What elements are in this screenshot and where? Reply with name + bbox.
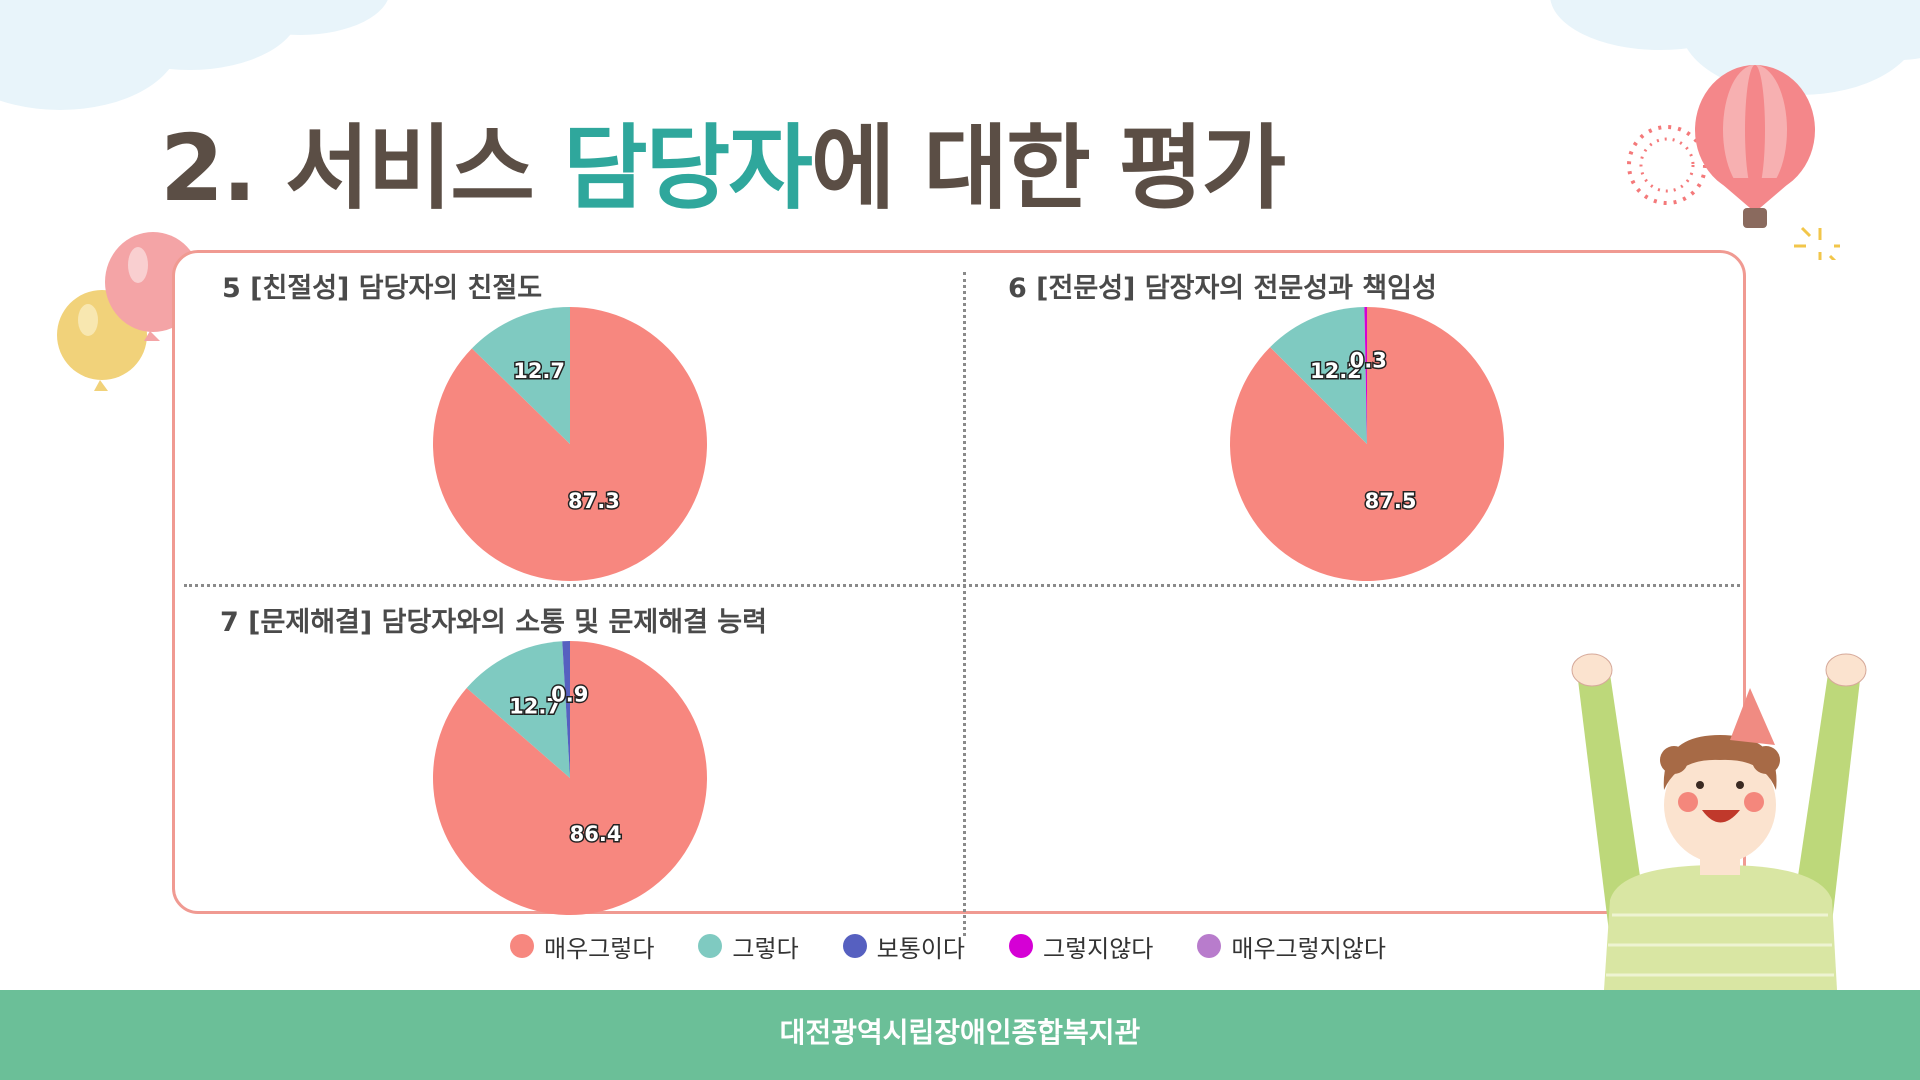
footer-bar (0, 990, 1920, 1080)
pie-data-label: 87.5 (1365, 489, 1417, 513)
pie-data-label: 87.3 (568, 489, 620, 513)
cloud-top-left-decoration (0, 0, 388, 110)
chart-title-3: 7 [문제해결] 담당자와의 소통 및 문제해결 능력 (220, 607, 767, 638)
chart-title-2: 6 [전문성] 담장자의 전문성과 책임성 (1008, 273, 1437, 304)
page-title: 2. 서비스 담당자에 대한 평가 (160, 115, 1286, 222)
balloons-decoration (57, 232, 201, 391)
pie-data-label: 0.9 (551, 683, 588, 707)
pie-chart-3: 86.4 12.70.9 (433, 641, 707, 915)
hot-air-balloon-decoration (1627, 65, 1840, 260)
legend-item-4: 매우그렇지않다 (1197, 929, 1386, 964)
pie-slice-보통이다 (562, 641, 570, 778)
chart-legend: 매우그렇다 그렇다 보통이다 그렇지않다 매우그렇지않다 (510, 928, 1386, 964)
chart-panel (172, 250, 1746, 914)
pie-slice-그렇다 (1270, 307, 1367, 444)
legend-swatch (1197, 934, 1222, 958)
legend-swatch (510, 934, 534, 958)
legend-label: 매우그렇다 (544, 934, 655, 963)
legend-label: 그렇지않다 (1042, 934, 1154, 963)
vertical-divider (963, 272, 966, 936)
pie-data-label: 0.3 (1350, 349, 1387, 373)
chart-title-1: 5 [친절성] 담당자의 친절도 (222, 273, 543, 304)
legend-item-3: 그렇지않다 (1008, 929, 1154, 964)
legend-item-2: 보통이다 (842, 929, 965, 964)
legend-item-0: 매우그렇다 (510, 929, 654, 964)
pie-chart-2: 87.5 12.20.3 (1230, 307, 1504, 581)
page-title-accent: 담당자 (562, 115, 813, 222)
legend-item-1: 그렇다 (698, 929, 799, 964)
footer-organization-name: 대전광역시립장애인종합복지관 (779, 1016, 1141, 1049)
pie-slice-그렇지않다 (1364, 307, 1367, 444)
pie-chart-1: 87.3 12.7 (433, 307, 707, 581)
pie-slice-그렇다 (471, 307, 570, 444)
pie-slice-그렇다 (466, 641, 570, 778)
pie-data-label: 86.4 (570, 822, 622, 846)
horizontal-divider (184, 584, 1740, 587)
legend-label: 매우그렇지않다 (1231, 934, 1386, 963)
legend-label: 보통이다 (876, 934, 965, 963)
legend-swatch (1008, 934, 1033, 958)
pie-data-label: 12.7 (513, 359, 565, 383)
pie-data-label: 12.2 (1310, 359, 1362, 383)
legend-swatch (842, 934, 867, 958)
pie-data-label: 12.7 (509, 695, 561, 719)
legend-swatch (698, 934, 723, 958)
legend-label: 그렇다 (732, 934, 799, 963)
